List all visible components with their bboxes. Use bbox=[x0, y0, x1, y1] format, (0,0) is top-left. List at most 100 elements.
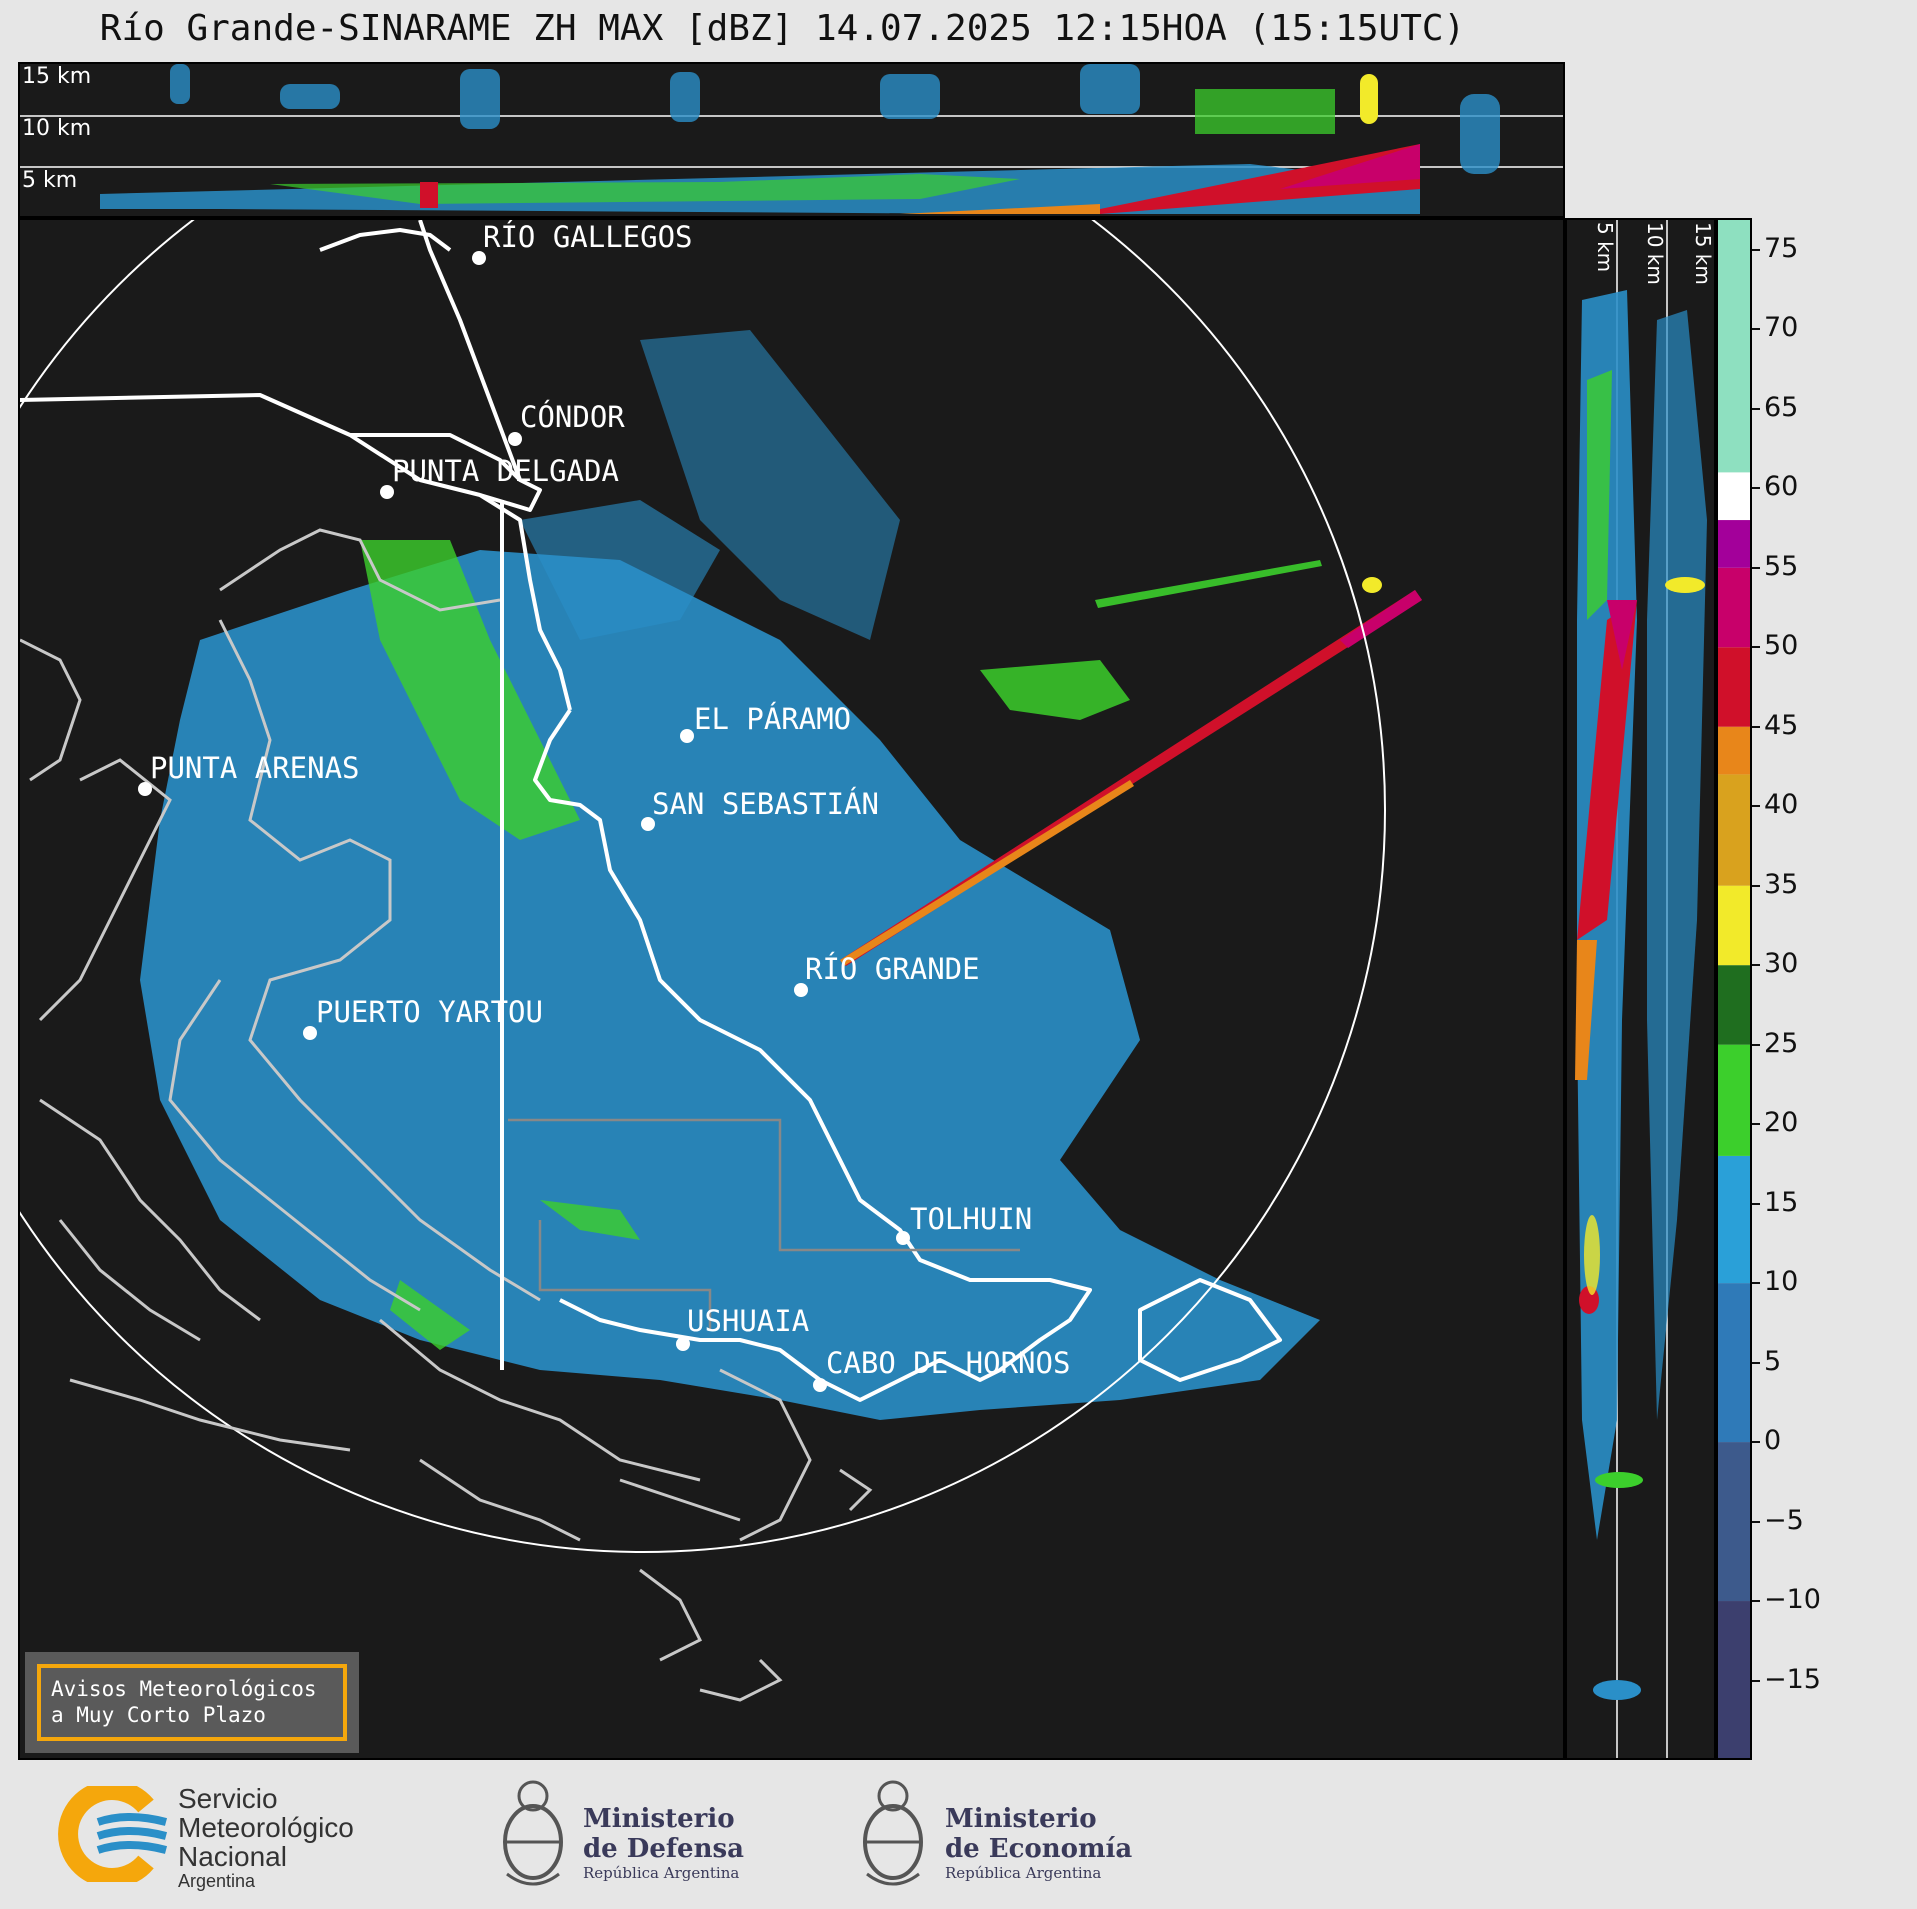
colorbar-tick-mark bbox=[1752, 725, 1760, 728]
top-height-label-5km: 5 km bbox=[22, 168, 78, 193]
place-label-ushuaia: USHUAIA bbox=[687, 1304, 810, 1338]
economia-line-1: Ministerio bbox=[945, 1804, 1097, 1834]
colorbar-tick-label: −5 bbox=[1764, 1504, 1804, 1536]
colorbar-tick-mark bbox=[1752, 1282, 1760, 1285]
place-label-punta-delgada: PUNTA DELGADA bbox=[392, 454, 619, 488]
colorbar-tick-mark bbox=[1752, 407, 1760, 410]
notice-box: Avisos Meteorológicos a Muy Corto Plazo bbox=[25, 1652, 359, 1753]
coat-of-arms-icon bbox=[863, 1780, 923, 1886]
colorbar-tick-mark bbox=[1752, 884, 1760, 887]
colorbar-tick-mark bbox=[1752, 646, 1760, 649]
colorbar-tick-mark bbox=[1752, 1600, 1760, 1603]
place-dot-tolhuin bbox=[896, 1231, 910, 1245]
top-cross-section: 15 km 10 km 5 km bbox=[18, 62, 1565, 218]
colorbar-tick-label: 45 bbox=[1764, 709, 1799, 741]
defensa-logo-text: Ministerio de Defensa República Argentin… bbox=[583, 1804, 744, 1882]
place-dot-rio-gallegos bbox=[472, 251, 486, 265]
place-dot-san-sebastian bbox=[641, 817, 655, 831]
colorbar-tick-mark bbox=[1752, 566, 1760, 569]
colorbar-tick-label: 75 bbox=[1764, 232, 1799, 264]
place-dot-rio-grande bbox=[794, 983, 808, 997]
colorbar-tick-label: 15 bbox=[1764, 1186, 1799, 1218]
place-label-cabo-de-hornos: CABO DE HORNOS bbox=[826, 1346, 1071, 1380]
radar-map: RÍO GALLEGOS CÓNDOR PUNTA DELGADA EL PÁR… bbox=[18, 218, 1565, 1760]
colorbar-tick-mark bbox=[1752, 964, 1760, 967]
colorbar-tick-label: 25 bbox=[1764, 1027, 1799, 1059]
place-label-rio-gallegos: RÍO GALLEGOS bbox=[483, 220, 693, 254]
colorbar-tick-label: 5 bbox=[1764, 1345, 1782, 1377]
colorbar-tick-mark bbox=[1752, 805, 1760, 808]
colorbar-tick-mark bbox=[1752, 1520, 1760, 1523]
defensa-line-1: Ministerio bbox=[583, 1804, 735, 1834]
economia-line-2: de Economía bbox=[945, 1834, 1133, 1864]
economia-logo-text: Ministerio de Economía República Argenti… bbox=[945, 1804, 1132, 1882]
colorbar-tick-mark bbox=[1752, 328, 1760, 331]
colorbar-segment bbox=[1716, 1044, 1752, 1156]
colorbar-tick-label: 10 bbox=[1764, 1266, 1799, 1298]
colorbar bbox=[1716, 218, 1752, 1760]
colorbar-segment bbox=[1716, 774, 1752, 886]
defensa-line-3: República Argentina bbox=[583, 1864, 740, 1882]
notice-line-1: Avisos Meteorológicos bbox=[51, 1677, 317, 1701]
place-label-condor: CÓNDOR bbox=[520, 400, 625, 434]
colorbar-tick-label: −10 bbox=[1764, 1584, 1821, 1616]
smn-logo-icon bbox=[58, 1786, 168, 1882]
colorbar-tick-label: 50 bbox=[1764, 630, 1799, 662]
top-cross-section-echoes bbox=[20, 64, 1563, 214]
colorbar-segment bbox=[1716, 885, 1752, 966]
colorbar-segment bbox=[1716, 965, 1752, 1045]
colorbar-tick-label: 35 bbox=[1764, 868, 1799, 900]
colorbar-segment bbox=[1716, 1283, 1752, 1443]
place-label-el-paramo: EL PÁRAMO bbox=[694, 702, 852, 736]
place-label-tolhuin: TOLHUIN bbox=[910, 1202, 1033, 1236]
place-dot-ushuaia bbox=[676, 1337, 690, 1351]
place-dot-cabo-de-hornos bbox=[813, 1378, 827, 1392]
radar-map-canvas bbox=[20, 220, 1422, 1702]
place-dot-punta-delgada bbox=[380, 485, 394, 499]
colorbar-segment bbox=[1716, 1442, 1752, 1602]
notice-box-frame: Avisos Meteorológicos a Muy Corto Plazo bbox=[37, 1664, 347, 1741]
place-dot-condor bbox=[508, 432, 522, 446]
chart-title: Río Grande-SINARAME ZH MAX [dBZ] 14.07.2… bbox=[99, 8, 1466, 49]
colorbar-tick-label: 70 bbox=[1764, 312, 1799, 344]
colorbar-tick-label: 65 bbox=[1764, 391, 1799, 423]
colorbar-tick-label: 20 bbox=[1764, 1107, 1799, 1139]
economia-line-3: República Argentina bbox=[945, 1864, 1102, 1882]
colorbar-frame bbox=[1716, 218, 1752, 1760]
colorbar-tick-mark bbox=[1752, 1123, 1760, 1126]
colorbar-segment bbox=[1716, 1155, 1752, 1284]
side-height-label-10km: 10 km bbox=[1643, 222, 1667, 285]
colorbar-segment bbox=[1716, 218, 1752, 473]
colorbar-segment bbox=[1716, 520, 1752, 568]
colorbar-segment bbox=[1716, 647, 1752, 727]
colorbar-tick-mark bbox=[1752, 1202, 1760, 1205]
colorbar-tick-label: 40 bbox=[1764, 789, 1799, 821]
side-height-label-15km: 15 km bbox=[1691, 222, 1715, 285]
colorbar-tick-label: 30 bbox=[1764, 948, 1799, 980]
colorbar-segment bbox=[1716, 567, 1752, 648]
colorbar-tick-mark bbox=[1752, 1679, 1760, 1682]
place-dot-el-paramo bbox=[680, 729, 694, 743]
defensa-line-2: de Defensa bbox=[583, 1834, 744, 1864]
place-label-punta-arenas: PUNTA ARENAS bbox=[150, 751, 360, 785]
place-label-puerto-yartou: PUERTO YARTOU bbox=[316, 995, 543, 1029]
colorbar-tick-mark bbox=[1752, 487, 1760, 490]
colorbar-tick-label: −15 bbox=[1764, 1663, 1821, 1695]
top-height-label-15km: 15 km bbox=[22, 64, 92, 89]
place-dot-puerto-yartou bbox=[303, 1026, 317, 1040]
colorbar-segment bbox=[1716, 472, 1752, 521]
smn-line-2: Meteorológico bbox=[178, 1812, 354, 1843]
colorbar-segment bbox=[1716, 726, 1752, 775]
colorbar-tick-label: 55 bbox=[1764, 550, 1799, 582]
notice-line-2: a Muy Corto Plazo bbox=[51, 1703, 266, 1727]
smn-line-1: Servicio bbox=[178, 1783, 278, 1814]
smn-logo-text: Servicio Meteorológico Nacional Argentin… bbox=[178, 1784, 354, 1891]
colorbar-tick-label: 0 bbox=[1764, 1425, 1782, 1457]
smn-line-3: Nacional bbox=[178, 1841, 287, 1872]
place-label-san-sebastian: SAN SEBASTIÁN bbox=[652, 787, 879, 821]
colorbar-segment bbox=[1716, 1601, 1752, 1760]
smn-line-4: Argentina bbox=[178, 1871, 256, 1891]
colorbar-tick-mark bbox=[1752, 1361, 1760, 1364]
colorbar-tick-mark bbox=[1752, 248, 1760, 251]
place-dot-punta-arenas bbox=[138, 782, 152, 796]
